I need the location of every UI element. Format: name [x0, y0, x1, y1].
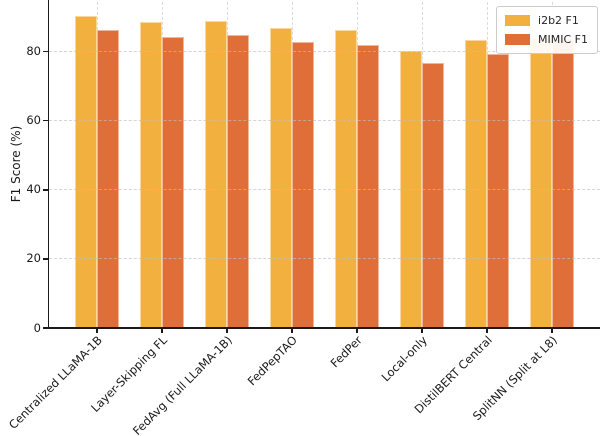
- y-tick-label: 40: [26, 182, 41, 197]
- y-tick-label: 80: [26, 44, 41, 59]
- y-tick-mark: [43, 120, 48, 122]
- bar-mimic: [422, 62, 444, 328]
- bar-i2b2: [270, 27, 292, 328]
- gridline-horizontal: [49, 51, 600, 53]
- y-tick-label: 0: [33, 320, 41, 335]
- legend-label-mimic: MIMIC F1: [538, 33, 588, 46]
- bar-mimic: [292, 41, 314, 328]
- y-tick-mark: [43, 189, 48, 191]
- bar-mimic: [97, 29, 119, 328]
- bar-i2b2: [335, 30, 357, 328]
- x-tick-mark: [486, 329, 488, 333]
- bar-i2b2: [75, 16, 97, 328]
- bar-i2b2: [530, 38, 552, 328]
- bar-i2b2: [205, 21, 227, 328]
- y-tick-mark: [43, 258, 48, 260]
- x-tick-mark: [226, 329, 228, 333]
- legend-item-i2b2: i2b2 F1: [505, 14, 588, 27]
- bar-mimic: [552, 39, 574, 328]
- legend-item-mimic: MIMIC F1: [505, 33, 588, 46]
- bar-mimic: [487, 53, 509, 328]
- y-tick-mark: [43, 51, 48, 53]
- legend: i2b2 F1 MIMIC F1: [496, 6, 598, 54]
- bar-i2b2: [140, 22, 162, 328]
- legend-swatch-i2b2-icon: [505, 15, 531, 26]
- x-tick-mark: [356, 329, 358, 333]
- x-tick-mark: [291, 329, 293, 333]
- legend-swatch-mimic-icon: [505, 34, 531, 45]
- y-axis-spine: [47, 0, 49, 329]
- gridline-horizontal: [49, 120, 600, 122]
- gridline-horizontal: [49, 258, 600, 260]
- bar-i2b2: [465, 39, 487, 328]
- x-tick-mark: [96, 329, 98, 333]
- x-axis-spine: [47, 327, 600, 329]
- x-tick-mark: [161, 329, 163, 333]
- gridline-horizontal: [49, 189, 600, 191]
- bar-mimic: [227, 35, 249, 328]
- legend-label-i2b2: i2b2 F1: [538, 14, 579, 27]
- bar-mimic: [162, 36, 184, 328]
- bar-mimic: [357, 45, 379, 328]
- y-tick-mark: [43, 327, 48, 329]
- y-tick-label: 20: [26, 251, 41, 266]
- x-tick-mark: [551, 329, 553, 333]
- x-tick-mark: [421, 329, 423, 333]
- y-tick-label: 60: [26, 113, 41, 128]
